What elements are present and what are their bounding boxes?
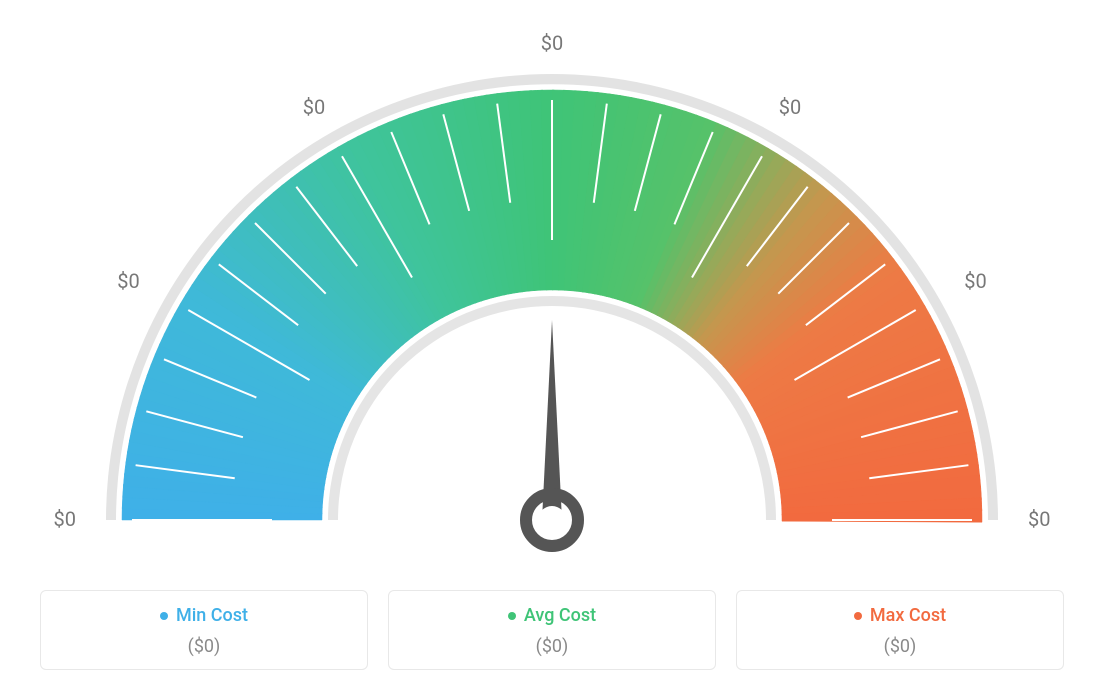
svg-text:$0: $0 bbox=[541, 31, 563, 55]
gauge-chart: $0 $0 $0 $0 $0 $0 $0 bbox=[0, 0, 1104, 570]
svg-text:$0: $0 bbox=[1028, 507, 1050, 531]
legend-title-avg: Avg Cost bbox=[508, 605, 596, 626]
legend-title-max: Max Cost bbox=[854, 605, 946, 626]
svg-text:$0: $0 bbox=[779, 95, 801, 119]
legend-card-max: Max Cost ($0) bbox=[736, 590, 1064, 671]
legend-card-min: Min Cost ($0) bbox=[40, 590, 368, 671]
legend-dot-max bbox=[854, 612, 862, 620]
svg-text:$0: $0 bbox=[54, 507, 76, 531]
legend-title-min: Min Cost bbox=[160, 605, 248, 626]
legend-dot-min bbox=[160, 612, 168, 620]
legend-row: Min Cost ($0) Avg Cost ($0) Max Cost ($0… bbox=[0, 590, 1104, 671]
svg-text:$0: $0 bbox=[117, 269, 139, 293]
legend-value-avg: ($0) bbox=[399, 636, 705, 657]
svg-text:$0: $0 bbox=[303, 95, 325, 119]
legend-dot-avg bbox=[508, 612, 516, 620]
legend-value-min: ($0) bbox=[51, 636, 357, 657]
legend-label-avg: Avg Cost bbox=[524, 605, 596, 626]
legend-value-max: ($0) bbox=[747, 636, 1053, 657]
legend-label-min: Min Cost bbox=[176, 605, 248, 626]
gauge-svg: $0 $0 $0 $0 $0 $0 $0 bbox=[0, 0, 1104, 570]
legend-card-avg: Avg Cost ($0) bbox=[388, 590, 716, 671]
legend-label-max: Max Cost bbox=[870, 605, 946, 626]
cost-gauge-container: $0 $0 $0 $0 $0 $0 $0 Min Cost ($0) Avg Cost ($… bbox=[0, 0, 1104, 690]
svg-text:$0: $0 bbox=[964, 269, 986, 293]
